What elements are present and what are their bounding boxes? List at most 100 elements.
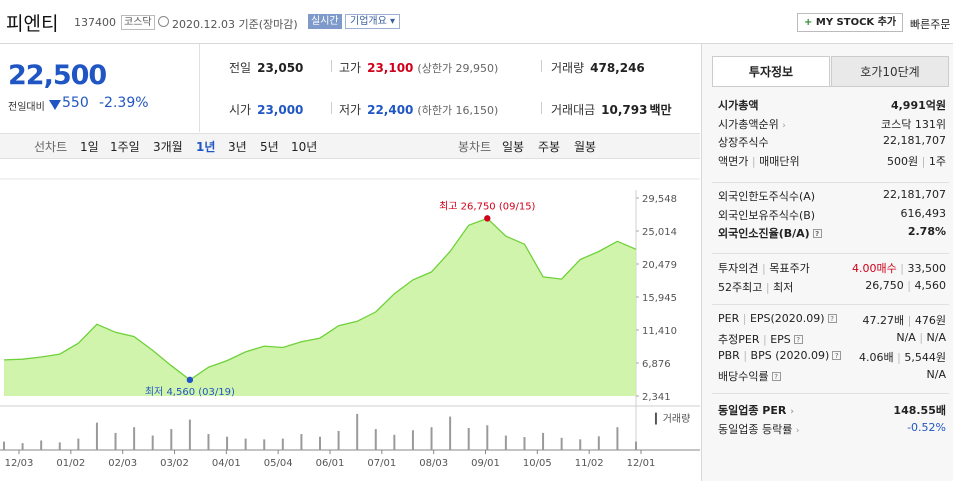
divider: | [762,332,767,346]
volume-bar [188,419,191,450]
volume-bar [597,436,600,450]
tab-daily-candle[interactable]: 일봉 [502,140,525,154]
info-value-group: 4.06배 | 5,544원 [859,349,946,365]
info-row[interactable]: 동일업종 PER › 148.55배 [718,401,946,419]
info-value-group: 500원 | 1주 [887,153,946,169]
divider: | [742,312,747,325]
info-value: 22,181,707 [883,134,946,147]
info-key: 시가총액 [718,99,759,112]
amount-stat: 거래대금 10,793 백만 [551,101,672,118]
info-row[interactable]: 외국인소진율(B/A)? 2.78% [718,224,946,242]
info-row: 상장주식수 22,181,707 [718,133,946,151]
volume-bar [504,435,507,450]
info-value: 4,991억원 [890,99,946,112]
info-value-group: 47.27배 | 476원 [863,312,946,328]
info-key-group: 배당수익률? [718,368,781,384]
high-marker [484,215,491,222]
help-icon[interactable]: ? [827,314,837,323]
info-value-group: N/A | N/A [896,331,946,344]
info-row[interactable]: 배당수익률? N/A [718,367,946,385]
info-key: 배당수익률 [718,369,769,383]
chart-period-tabs: 선차트 1일 1주일 3개월 1년 3년 5년 10년 봉차트 일봉 주봉 월봉 [0,133,700,159]
section-divider [712,182,949,183]
info-value-2: 1주 [928,154,946,168]
add-mystock-label: MY STOCK 추가 [815,17,897,28]
help-icon[interactable]: ? [812,229,822,238]
y-tick-label: 11,410 [642,326,677,337]
clock-icon [158,16,169,27]
volume-bar [542,432,545,450]
info-key-group: PBR | BPS (2020.09)? [718,349,842,362]
high-stat: 고가 23,100 (상한가 29,950) [339,59,498,76]
price-change: 550 [62,95,89,111]
info-value-group: 4,991억원 [891,97,946,113]
lower-limit: (하한가 16,150) [417,104,499,117]
volume-bar [430,427,433,450]
add-mystock-button[interactable]: + MY STOCK 추가 [797,13,904,32]
price-change-pct: -2.39% [99,95,149,111]
info-row: 외국인한도주식수(A) 22,181,707 [718,187,946,205]
volume-bar [21,443,24,450]
info-key: 외국인소진율(B/A) [718,227,810,240]
tab-order-book[interactable]: 호가10단계 [831,56,949,87]
info-row[interactable]: 추정PER | EPS? N/A | N/A [718,330,946,348]
info-value-group: 4.00매수 | 33,500 [852,260,946,276]
help-icon[interactable]: ? [793,334,803,344]
volume-bar [226,436,229,450]
company-info-dropdown[interactable]: 기업개요 ▾ [345,14,400,29]
stock-header: 피엔티 137400 코스닥 2020.12.03 기준(장마감) 실시간 기업… [0,0,953,44]
tab-1d[interactable]: 1일 [80,140,99,154]
low-marker [186,376,194,384]
price-chart: 29,548 25,014 20,479 15,945 11,410 6,876 2,341… [0,178,700,469]
info-key: PBR [718,349,740,362]
info-key-group: 시가총액순위 › [718,116,786,132]
info-row[interactable]: 시가총액순위 › 코스닥 131위 [718,115,946,133]
volume-bar [114,432,117,450]
realtime-badge[interactable]: 실시간 [308,14,342,29]
high-value: 23,100 [367,61,414,75]
info-value-group: 22,181,707 [883,134,946,147]
volume-bar [95,422,98,450]
info-row[interactable]: PER | EPS(2020.09)? 47.27배 | 476원 [718,311,946,329]
tab-10y[interactable]: 10년 [291,140,318,154]
info-row[interactable]: 동일업종 등락률 › -0.52% [718,420,946,438]
open-value: 23,000 [257,103,304,117]
amount-unit: 백만 [649,103,672,117]
tab-1y[interactable]: 1년 [196,140,216,154]
tab-weekly-candle[interactable]: 주봉 [538,140,561,154]
plus-icon: + [804,17,813,28]
divider [541,102,542,114]
volume-bar [374,429,377,450]
tab-investment-info[interactable]: 투자정보 [712,56,830,87]
tab-3y[interactable]: 3년 [228,140,247,154]
volume-bar [281,438,284,450]
open-label: 시가 [229,103,252,117]
volume-bar [579,439,582,450]
volume-bar [207,434,210,450]
tab-monthly-candle[interactable]: 월봉 [574,140,597,154]
tab-1w[interactable]: 1주일 [110,140,140,154]
divider [331,102,332,114]
info-row[interactable]: PBR | BPS (2020.09)? 4.06배 | 5,544원 [718,348,946,366]
info-value-group: 코스닥 131위 [881,116,946,132]
info-key-2: EPS [770,332,791,346]
info-value: -0.52% [907,420,946,434]
line-chart-label: 선차트 [34,140,68,154]
help-icon[interactable]: ? [832,351,842,360]
volume-bar [151,435,154,450]
volume-bar [337,431,340,450]
info-value-group: 2.78% [908,225,946,238]
info-key: PER [718,312,740,325]
tab-3m[interactable]: 3개월 [153,140,183,154]
low-label: 저가 [339,103,362,117]
volume-value: 478,246 [590,61,645,75]
divider: | [765,280,770,294]
info-key: 액면가 [718,154,749,168]
help-icon[interactable]: ? [771,371,781,381]
quick-order-link[interactable]: 빠른주문 [910,18,951,31]
volume-bar [523,437,526,450]
volume-bar [3,441,5,450]
x-tick-label: 06/01 [316,458,345,469]
tab-5y[interactable]: 5년 [260,140,279,154]
volume-bar [77,438,80,450]
